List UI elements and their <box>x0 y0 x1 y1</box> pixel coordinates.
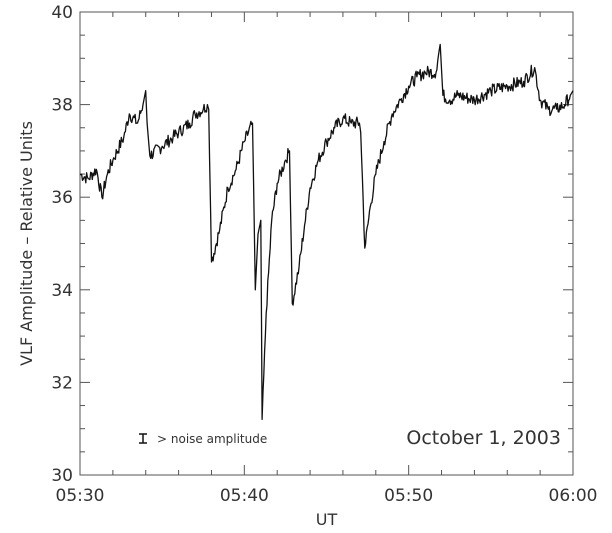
y-tick-label: 30 <box>51 466 73 486</box>
x-tick-label: 05:30 <box>56 486 105 506</box>
noise-amplitude-label: > noise amplitude <box>157 432 267 446</box>
series-line <box>79 43 574 421</box>
x-tick-label: 06:00 <box>549 486 598 506</box>
y-axis-label: VLF Amplitude – Relative Units <box>17 121 36 366</box>
y-tick-label: 32 <box>51 373 73 393</box>
axis-ticks <box>79 11 574 476</box>
plot-frame <box>79 11 574 476</box>
y-tick-label: 40 <box>51 3 73 23</box>
y-tick-label: 38 <box>51 96 73 116</box>
noise-amplitude-bar <box>139 433 147 444</box>
date-annotation: October 1, 2003 <box>406 427 561 449</box>
y-tick-label: 36 <box>51 188 73 208</box>
tick-labels: 30 32 34 36 38 40 05:30 05:40 05:50 06:00 <box>51 3 597 506</box>
x-axis-label: UT <box>316 510 338 529</box>
y-tick-label: 34 <box>51 281 73 301</box>
x-tick-label: 05:40 <box>220 486 269 506</box>
x-tick-label: 05:50 <box>384 486 433 506</box>
